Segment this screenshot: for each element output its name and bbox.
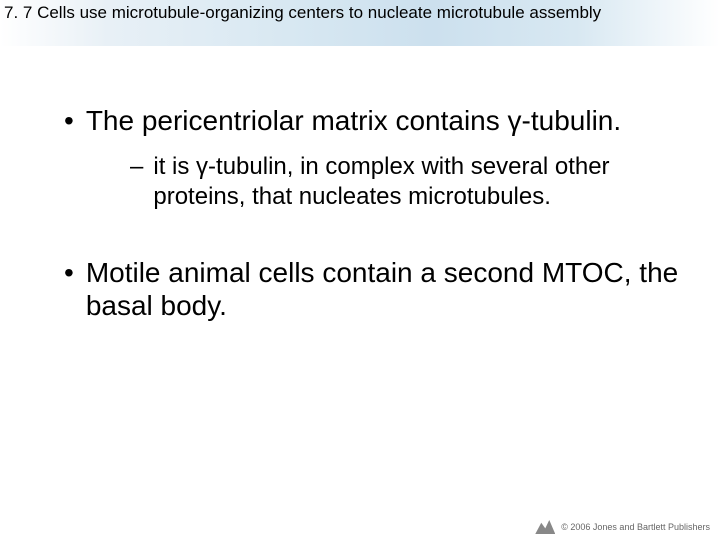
bullet-dot-icon: •: [64, 256, 74, 290]
bullet-text: The pericentriolar matrix contains γ-tub…: [86, 104, 680, 138]
slide-content: • The pericentriolar matrix contains γ-t…: [0, 46, 720, 323]
bullet-level-1: • The pericentriolar matrix contains γ-t…: [40, 104, 680, 138]
bullet-level-2: – it is γ-tubulin, in complex with sever…: [130, 152, 680, 212]
footer: © 2006 Jones and Bartlett Publishers: [535, 520, 710, 534]
publisher-logo-icon: [535, 520, 555, 534]
bullet-dot-icon: •: [64, 104, 74, 138]
slide-title: 7. 7 Cells use microtubule-organizing ce…: [4, 2, 644, 23]
bullet-level-1: • Motile animal cells contain a second M…: [40, 256, 680, 323]
header-band: 7. 7 Cells use microtubule-organizing ce…: [0, 0, 720, 46]
bullet-text: Motile animal cells contain a second MTO…: [86, 256, 680, 323]
copyright-text: © 2006 Jones and Bartlett Publishers: [561, 522, 710, 532]
bullet-dash-icon: –: [130, 152, 143, 182]
bullet-sub-text: it is γ-tubulin, in complex with several…: [153, 152, 680, 212]
